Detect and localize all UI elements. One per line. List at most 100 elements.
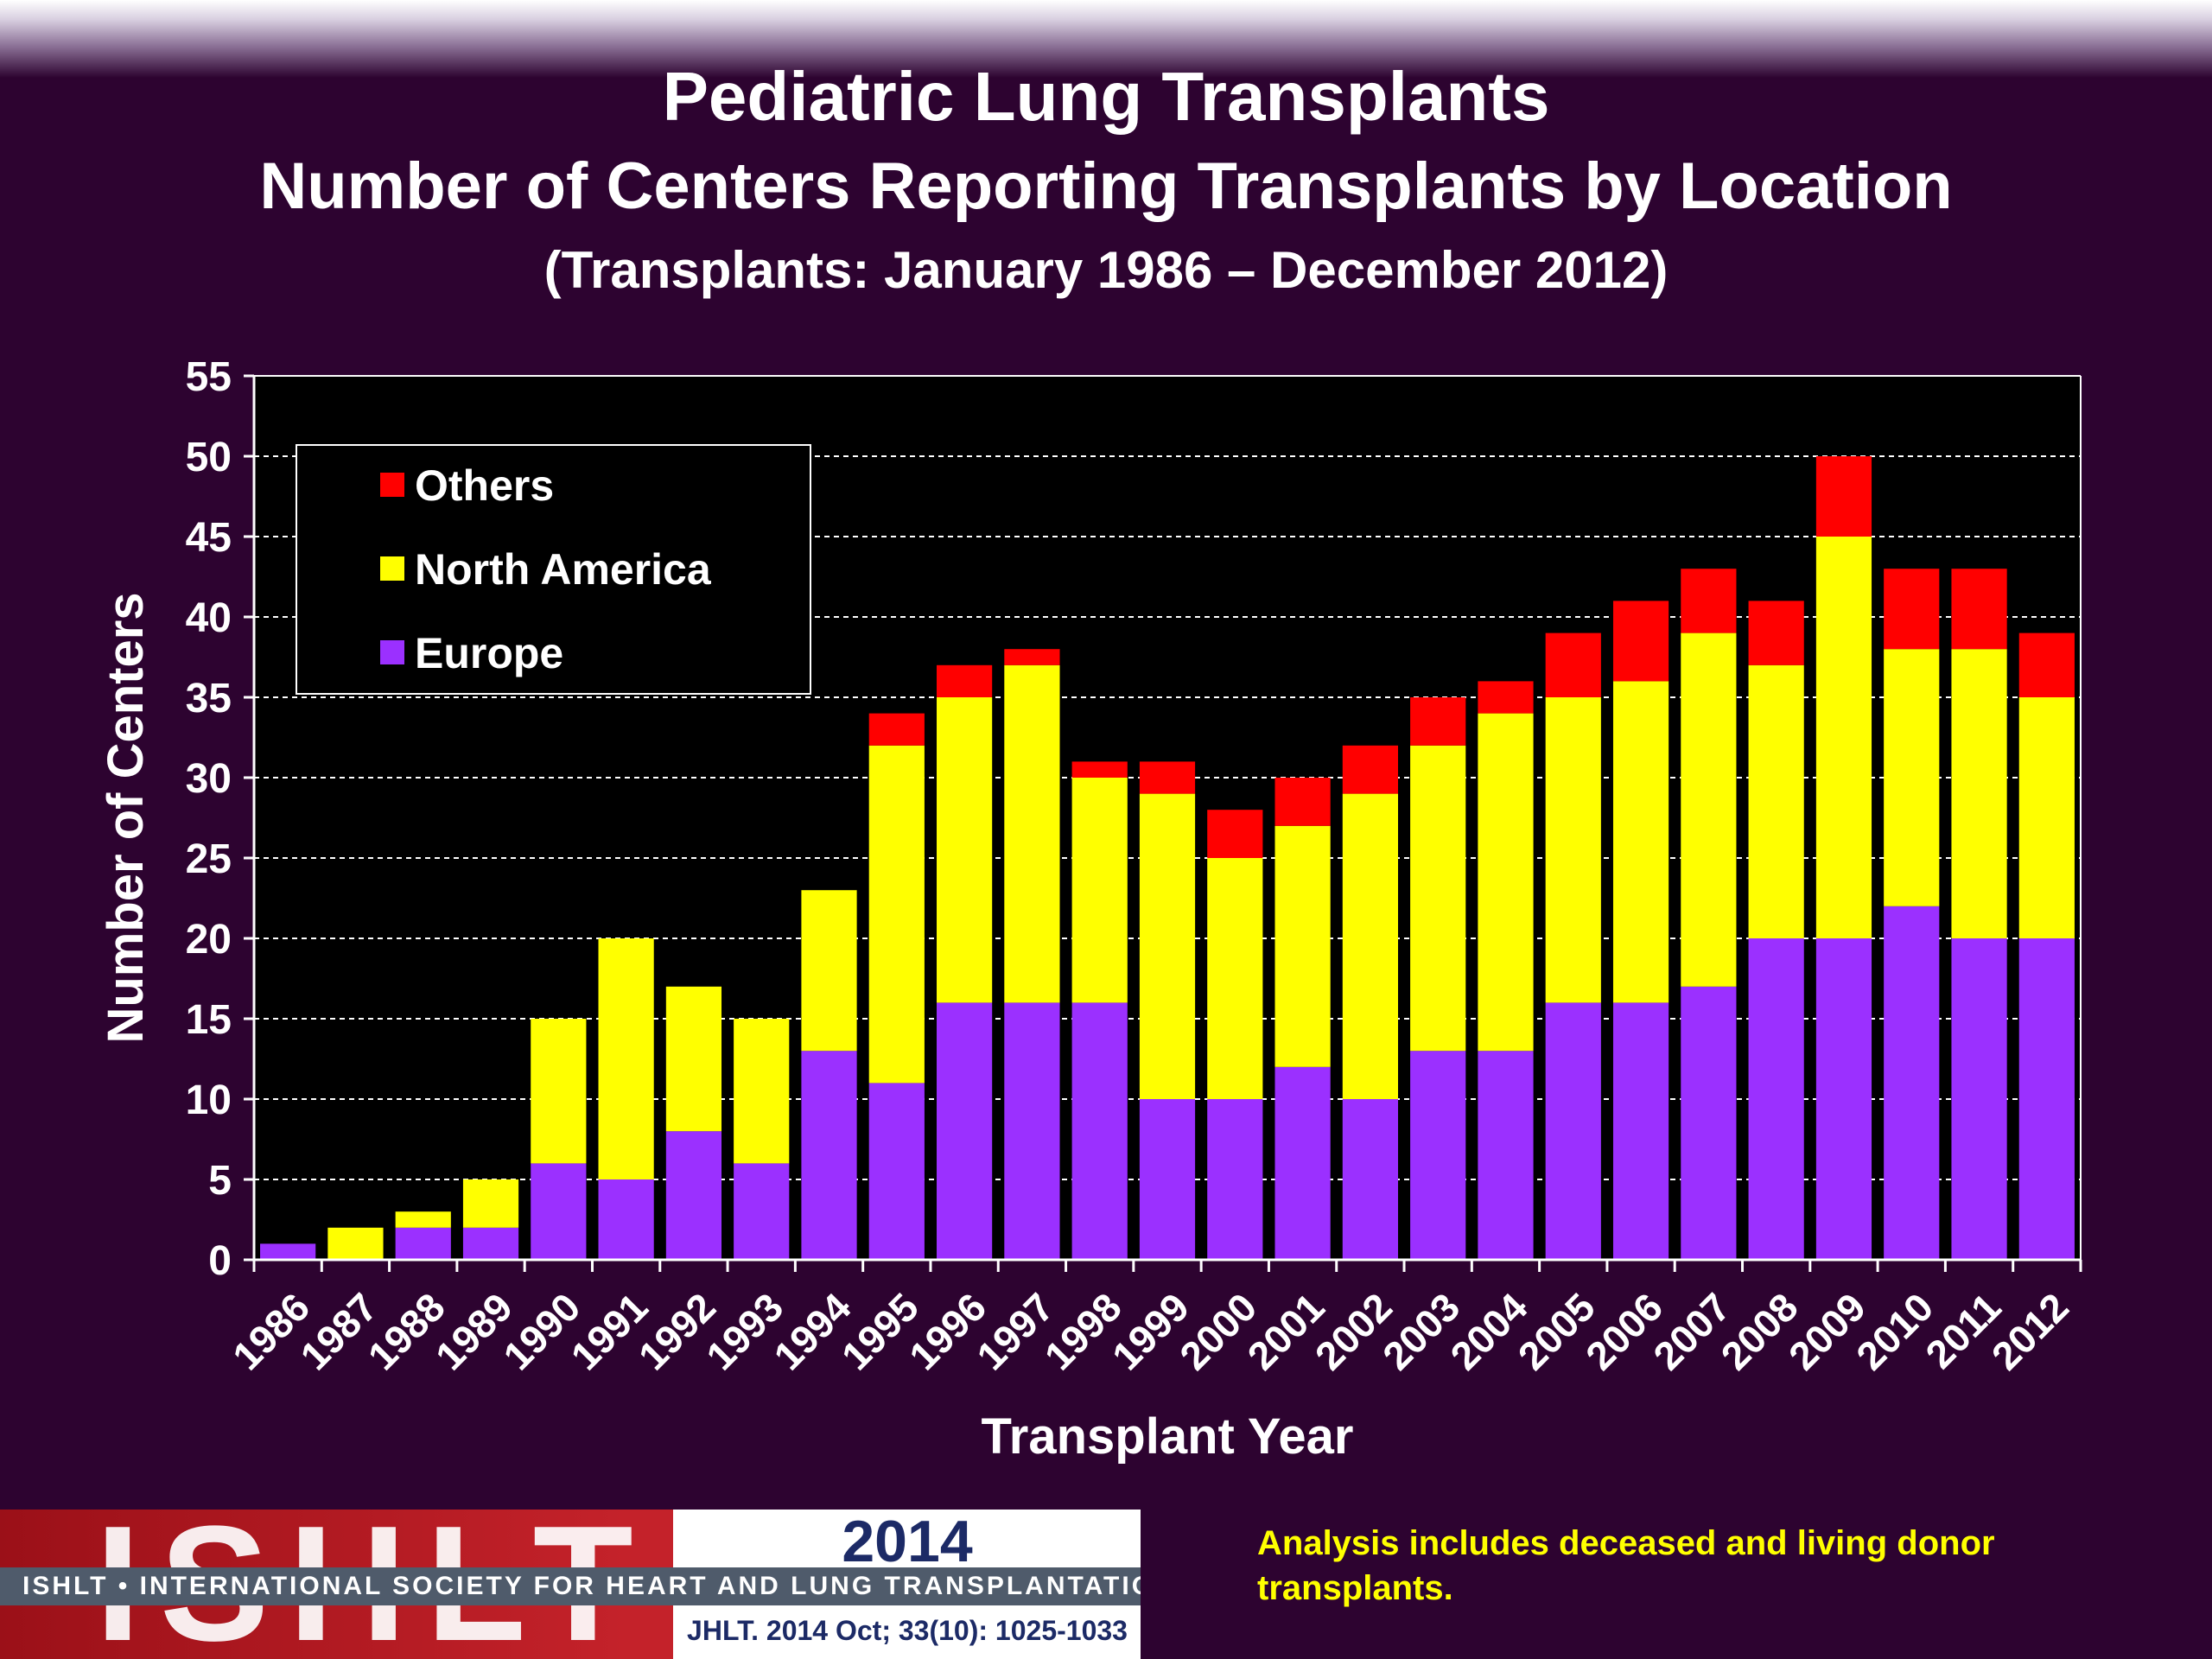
bar-others bbox=[1545, 632, 1601, 697]
bar-others bbox=[1004, 649, 1060, 665]
bar-north-america bbox=[1274, 825, 1331, 1067]
bar-others bbox=[1274, 778, 1331, 826]
x-tick-label: 1996 bbox=[900, 1284, 995, 1378]
x-tick-label: 1994 bbox=[765, 1284, 859, 1378]
x-tick-label: 2005 bbox=[1510, 1284, 1604, 1378]
journal-citation: JHLT. 2014 Oct; 33(10): 1025-1033 bbox=[687, 1615, 1128, 1646]
x-tick-label: 2006 bbox=[1577, 1284, 1671, 1378]
x-tick-label: 2004 bbox=[1441, 1284, 1535, 1378]
bar-europe bbox=[1478, 1051, 1534, 1260]
legend-label: North America bbox=[415, 545, 712, 594]
x-tick-label: 1992 bbox=[630, 1284, 724, 1378]
bar-europe bbox=[1884, 906, 1940, 1260]
bar-north-america bbox=[734, 1019, 790, 1164]
analysis-footnote: Analysis includes deceased and living do… bbox=[1257, 1524, 1995, 1607]
y-tick-label: 40 bbox=[186, 595, 232, 641]
bar-europe bbox=[1342, 1099, 1398, 1260]
bar-north-america bbox=[868, 745, 925, 1084]
bar-north-america bbox=[1478, 713, 1534, 1052]
bar-north-america bbox=[1612, 681, 1669, 1003]
bar-others bbox=[868, 713, 925, 746]
y-tick-label: 50 bbox=[186, 435, 232, 480]
bar-europe bbox=[1274, 1066, 1331, 1260]
bar-north-america bbox=[462, 1179, 519, 1228]
header-gradient-bar bbox=[0, 0, 2212, 78]
bar-others bbox=[1884, 569, 1940, 650]
bar-others bbox=[937, 664, 993, 697]
y-tick-label: 55 bbox=[186, 354, 232, 400]
x-tick-label: 2008 bbox=[1713, 1284, 1807, 1378]
bar-others bbox=[1612, 601, 1669, 682]
bar-north-america bbox=[531, 1019, 587, 1164]
x-tick-label: 1998 bbox=[1036, 1284, 1130, 1378]
bar-others bbox=[1342, 745, 1398, 794]
bar-north-america bbox=[1748, 664, 1804, 938]
x-tick-label: 1995 bbox=[833, 1284, 927, 1378]
bar-europe bbox=[1681, 986, 1737, 1260]
bar-europe bbox=[1071, 1002, 1128, 1260]
society-name: ISHLT • INTERNATIONAL SOCIETY FOR HEART … bbox=[0, 1567, 1141, 1605]
x-tick-label: 2000 bbox=[1171, 1284, 1265, 1378]
x-tick-label: 1989 bbox=[427, 1284, 521, 1378]
stacked-bar-chart: 0510152025303540455055198619871988198919… bbox=[98, 354, 2082, 1465]
bar-others bbox=[1748, 601, 1804, 665]
bar-north-america bbox=[1545, 697, 1601, 1003]
bar-europe bbox=[462, 1227, 519, 1260]
page-period: (Transplants: January 1986 – December 20… bbox=[543, 241, 1669, 299]
bar-north-america bbox=[1681, 632, 1737, 987]
x-tick-label: 2002 bbox=[1306, 1284, 1401, 1378]
y-axis-title: Number of Centers bbox=[98, 592, 154, 1043]
y-tick-label: 15 bbox=[186, 997, 232, 1043]
bar-others bbox=[1681, 569, 1737, 633]
bar-europe bbox=[1815, 938, 1872, 1260]
legend-swatch bbox=[380, 473, 404, 497]
x-tick-label: 1986 bbox=[224, 1284, 318, 1378]
x-tick-label: 1987 bbox=[291, 1284, 385, 1378]
bar-north-america bbox=[1951, 649, 2007, 938]
x-tick-label: 2011 bbox=[1916, 1284, 2009, 1376]
bar-north-america bbox=[327, 1227, 384, 1260]
bar-north-america bbox=[1410, 745, 1466, 1052]
bar-europe bbox=[1545, 1002, 1601, 1260]
title-block: Pediatric Lung Transplants Number of Cen… bbox=[0, 52, 2212, 309]
bar-north-america bbox=[1884, 649, 1940, 906]
bar-others bbox=[1139, 761, 1196, 794]
bar-north-america bbox=[1207, 858, 1263, 1099]
x-tick-label: 1993 bbox=[697, 1284, 791, 1378]
bar-others bbox=[1815, 456, 1872, 537]
bar-others bbox=[1207, 810, 1263, 858]
y-tick-label: 10 bbox=[186, 1077, 232, 1123]
bar-europe bbox=[734, 1163, 790, 1260]
bar-europe bbox=[260, 1243, 316, 1260]
y-tick-label: 35 bbox=[186, 676, 232, 721]
legend-swatch bbox=[380, 640, 404, 664]
bar-europe bbox=[531, 1163, 587, 1260]
bar-others bbox=[1071, 761, 1128, 778]
bar-others bbox=[2018, 632, 2075, 697]
x-tick-label: 1988 bbox=[359, 1284, 454, 1378]
bar-north-america bbox=[1139, 793, 1196, 1099]
x-tick-label: 2001 bbox=[1239, 1284, 1333, 1378]
page-subtitle: Number of Centers Reporting Transplants … bbox=[259, 149, 1953, 223]
bar-europe bbox=[1951, 938, 2007, 1260]
bar-europe bbox=[665, 1131, 722, 1260]
bar-europe bbox=[1004, 1002, 1060, 1260]
bar-europe bbox=[801, 1051, 857, 1260]
y-tick-label: 0 bbox=[208, 1238, 232, 1284]
bar-europe bbox=[1410, 1051, 1466, 1260]
page-title: Pediatric Lung Transplants bbox=[662, 58, 1550, 135]
x-tick-label: 1990 bbox=[494, 1284, 588, 1378]
bar-north-america bbox=[665, 986, 722, 1132]
bar-north-america bbox=[1071, 778, 1128, 1003]
report-year: 2014 bbox=[842, 1510, 973, 1574]
bar-north-america bbox=[801, 890, 857, 1052]
x-tick-label: 2003 bbox=[1374, 1284, 1468, 1378]
bar-europe bbox=[1207, 1099, 1263, 1260]
x-axis-title: Transplant Year bbox=[982, 1408, 1354, 1465]
bar-europe bbox=[598, 1179, 654, 1260]
legend-label: Others bbox=[415, 461, 554, 510]
x-tick-label: 1991 bbox=[563, 1284, 657, 1378]
legend-label: Europe bbox=[415, 629, 563, 677]
bar-europe bbox=[1612, 1002, 1669, 1260]
legend-swatch bbox=[380, 556, 404, 581]
